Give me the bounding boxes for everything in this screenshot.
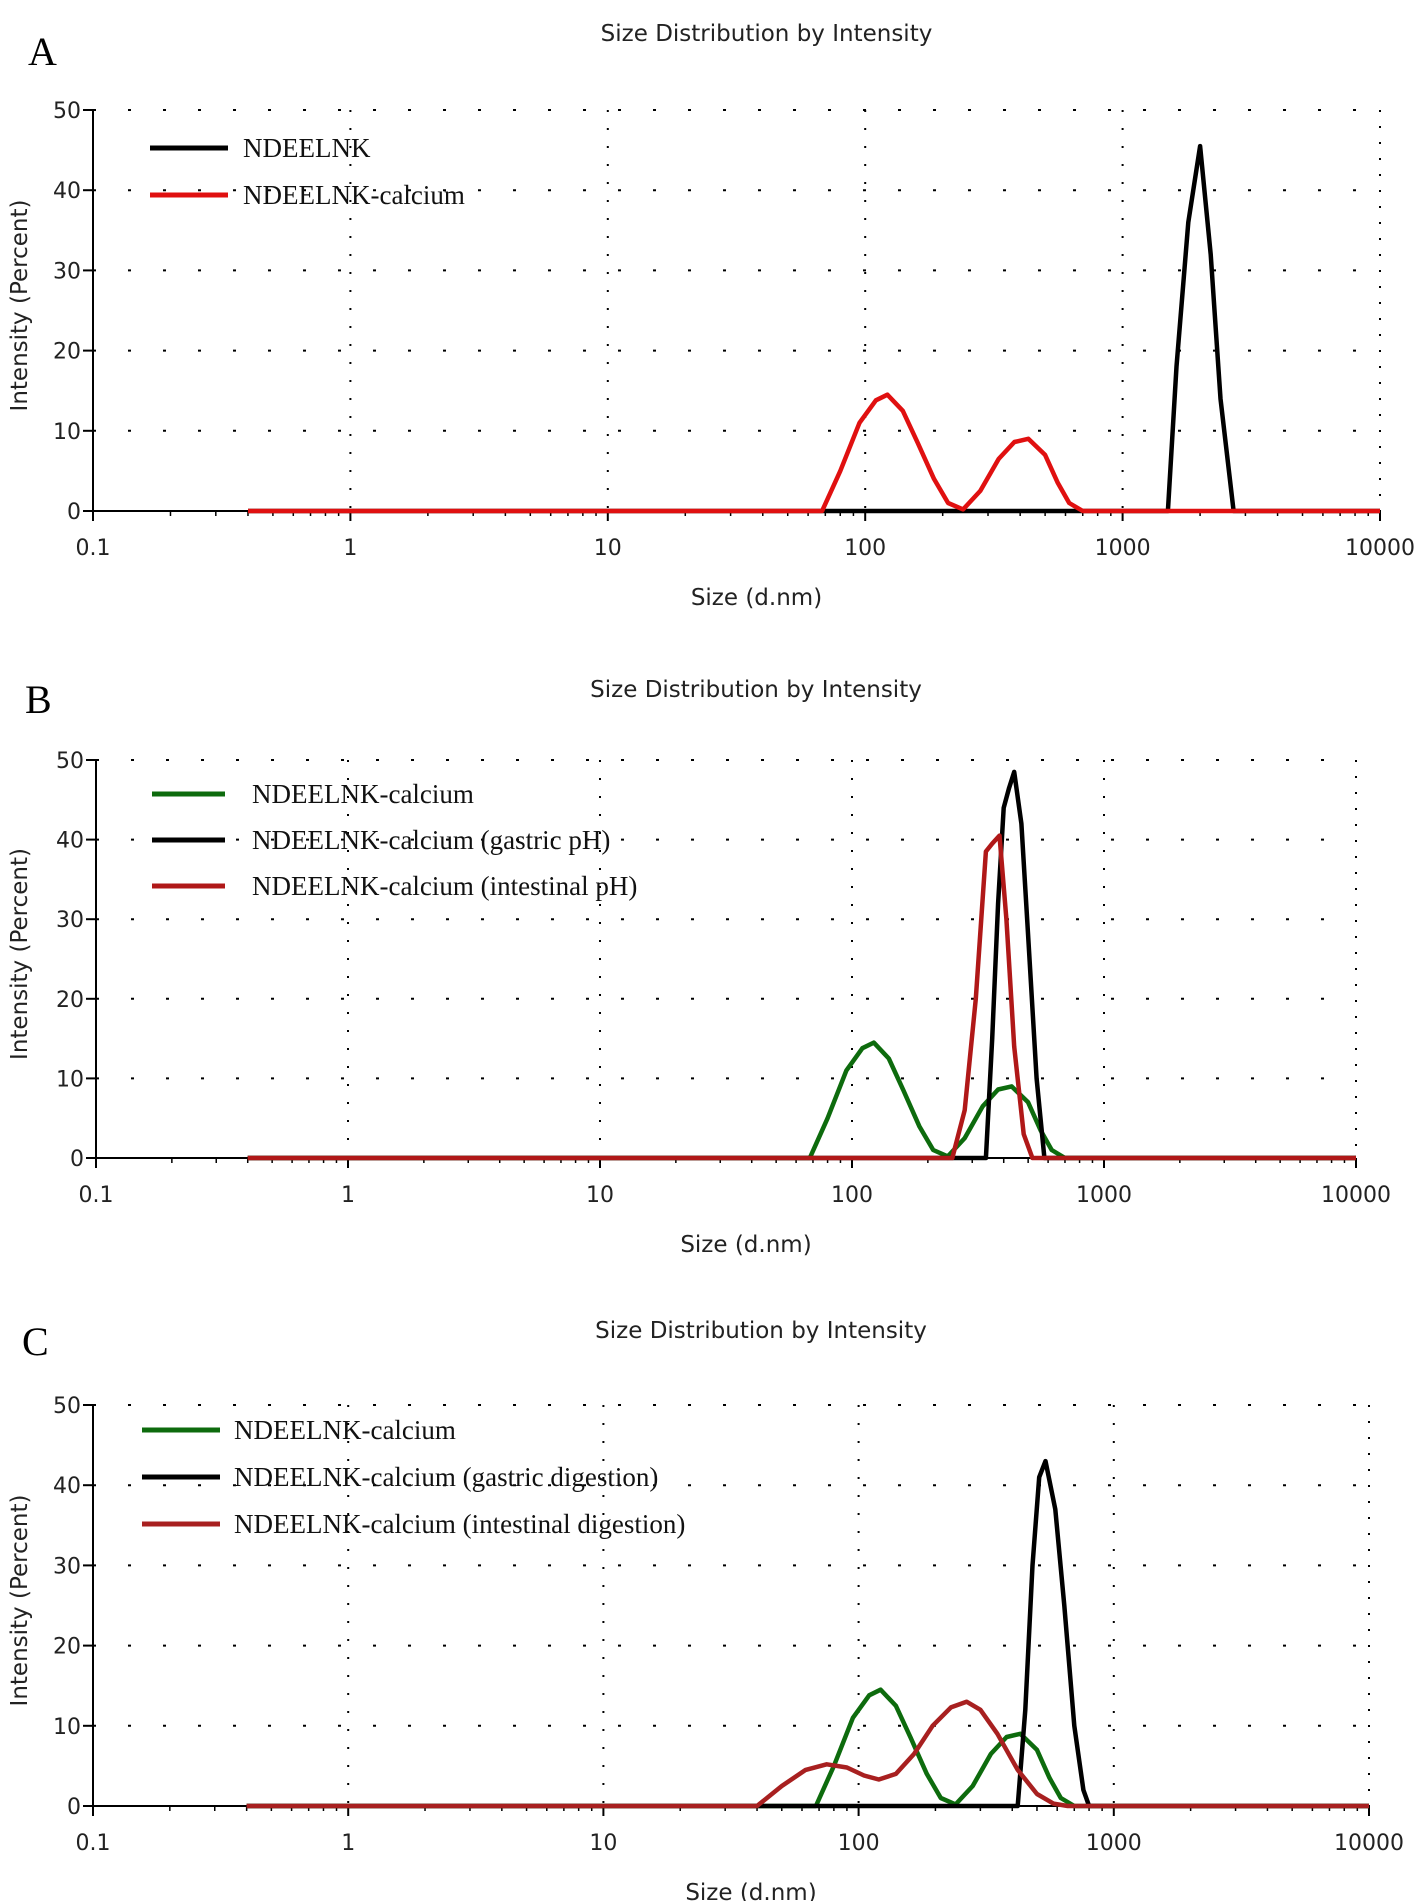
chart-panel-C: C Size Distribution by Intensity 0 10 20 30 40… xyxy=(7,1318,1404,1901)
x-tick-label: 10 xyxy=(586,1183,614,1208)
series-line-3 xyxy=(247,833,1356,1161)
y-axis-label: Intensity (Percent) xyxy=(7,1495,33,1707)
y-tick-label: 20 xyxy=(56,988,84,1013)
legend-label: NDEELNK-calcium xyxy=(243,180,465,210)
legend-label: NDEELNK xyxy=(243,133,371,163)
x-tick-label: 1000 xyxy=(1095,536,1151,561)
x-tick-label: 1 xyxy=(343,536,357,561)
y-tick-label: 30 xyxy=(53,1554,81,1579)
series-line-2 xyxy=(246,1458,1369,1809)
x-axis-label: Size (d.nm) xyxy=(691,585,822,611)
y-tick-label: 30 xyxy=(56,908,84,933)
x-tick-label: 1000 xyxy=(1086,1831,1142,1856)
series-line-1 xyxy=(248,143,1380,514)
x-tick-label: 100 xyxy=(838,1831,880,1856)
x-tick-label: 1000 xyxy=(1076,1183,1132,1208)
legend: NDEELNK NDEELNK-calcium xyxy=(150,133,465,210)
y-axis-label: Intensity (Percent) xyxy=(7,200,33,412)
y-tick-label: 40 xyxy=(53,1474,81,1499)
legend-label: NDEELNK-calcium xyxy=(234,1415,456,1445)
y-tick-label: 10 xyxy=(56,1067,84,1092)
x-tick-label: 1 xyxy=(341,1183,355,1208)
legend-label: NDEELNK-calcium (intestinal digestion) xyxy=(234,1509,685,1539)
x-tick-label: 10 xyxy=(594,536,622,561)
y-axis-label: Intensity (Percent) xyxy=(7,848,33,1060)
x-tick-label: 0.1 xyxy=(79,1183,114,1208)
y-tick-label: 30 xyxy=(53,259,81,284)
y-tick-label: 0 xyxy=(67,500,81,525)
x-tick-label: 0.1 xyxy=(76,536,111,561)
x-tick-label: 1 xyxy=(341,1831,355,1856)
y-tick-label: 10 xyxy=(53,1715,81,1740)
series-line-1 xyxy=(247,1040,1356,1161)
x-tick-label: 10 xyxy=(589,1831,617,1856)
y-tick-label: 0 xyxy=(70,1147,84,1172)
panel-label: C xyxy=(22,1319,49,1364)
series-line-2 xyxy=(247,769,1356,1161)
x-axis-label: Size (d.nm) xyxy=(680,1232,811,1258)
chart-panel-B: B Size Distribution by Intensity 0 10 20 30 40… xyxy=(7,677,1391,1258)
y-tick-label: 50 xyxy=(53,1394,81,1419)
y-tick-label: 40 xyxy=(53,179,81,204)
grid-lines xyxy=(93,1404,1370,1806)
legend: NDEELNK-calcium NDEELNK-calcium (gastric … xyxy=(142,1415,685,1539)
x-axis-label: Size (d.nm) xyxy=(685,1880,816,1901)
grid-lines xyxy=(96,759,1357,1158)
chart-title: Size Distribution by Intensity xyxy=(601,21,933,47)
y-tick-label: 40 xyxy=(56,829,84,854)
chart-panel-A: A Size Distribution by Intensity 0 10 20 30 40… xyxy=(7,21,1415,611)
panel-label: A xyxy=(28,29,57,74)
chart-title: Size Distribution by Intensity xyxy=(595,1318,927,1344)
y-tick-label: 50 xyxy=(56,749,84,774)
legend: NDEELNK-calcium NDEELNK-calcium (gastric … xyxy=(152,779,637,901)
x-tick-label: 0.1 xyxy=(76,1831,111,1856)
series-line-2 xyxy=(248,392,1380,514)
y-tick-label: 10 xyxy=(53,420,81,445)
y-tick-label: 20 xyxy=(53,1635,81,1660)
series-line-3 xyxy=(246,1699,1369,1809)
legend-label: NDEELNK-calcium xyxy=(252,779,474,809)
chart-title: Size Distribution by Intensity xyxy=(590,677,922,703)
legend-label: NDEELNK-calcium (gastric digestion) xyxy=(234,1462,658,1492)
legend-label: NDEELNK-calcium (intestinal pH) xyxy=(252,871,637,901)
x-tick-label: 100 xyxy=(844,536,886,561)
y-tick-label: 0 xyxy=(67,1795,81,1820)
series-line-1 xyxy=(246,1687,1369,1809)
x-tick-label: 10000 xyxy=(1334,1831,1404,1856)
x-tick-label: 10000 xyxy=(1345,536,1415,561)
x-tick-label: 100 xyxy=(831,1183,873,1208)
grid-lines xyxy=(93,109,1381,511)
y-tick-label: 20 xyxy=(53,340,81,365)
x-tick-label: 10000 xyxy=(1321,1183,1391,1208)
y-tick-label: 50 xyxy=(53,99,81,124)
panel-label: B xyxy=(25,677,52,722)
legend-label: NDEELNK-calcium (gastric pH) xyxy=(252,825,610,855)
